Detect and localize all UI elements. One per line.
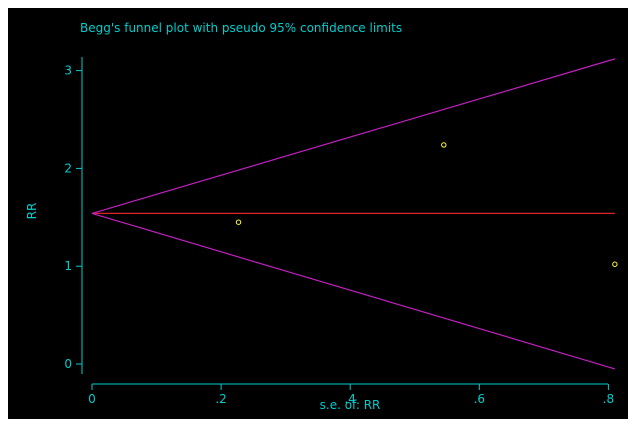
x-axis-label: s.e. of: RR: [320, 398, 381, 412]
chart-title: Begg's funnel plot with pseudo 95% confi…: [80, 21, 402, 35]
x-tick-label: .2: [215, 392, 226, 406]
x-tick-label: .4: [344, 392, 355, 406]
axis-ticks: 0 1 2 3 0 .2 .4 .6 .8: [64, 64, 614, 406]
y-tick-label: 1: [64, 259, 72, 273]
x-tick-label: 0: [88, 392, 96, 406]
x-tick-label: .6: [474, 392, 485, 406]
study-points: [235, 142, 618, 267]
y-tick-label: 2: [64, 161, 72, 175]
study-point: [235, 219, 242, 225]
y-axis-label: RR: [25, 203, 39, 220]
lower-pseudo-95-limit-line: [91, 212, 616, 370]
plot-frame: Begg's funnel plot with pseudo 95% confi…: [8, 8, 628, 419]
upper-pseudo-95-limit-line: [91, 58, 616, 214]
y-tick-label: 0: [64, 357, 72, 371]
x-tick-label: .8: [603, 392, 614, 406]
y-tick-label: 3: [64, 64, 72, 78]
confidence-lines: [91, 58, 616, 370]
study-point: [441, 142, 447, 148]
study-point: [612, 261, 618, 267]
funnel-plot: Begg's funnel plot with pseudo 95% confi…: [25, 21, 618, 412]
